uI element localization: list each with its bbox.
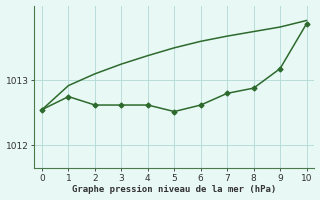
X-axis label: Graphe pression niveau de la mer (hPa): Graphe pression niveau de la mer (hPa) <box>72 185 276 194</box>
